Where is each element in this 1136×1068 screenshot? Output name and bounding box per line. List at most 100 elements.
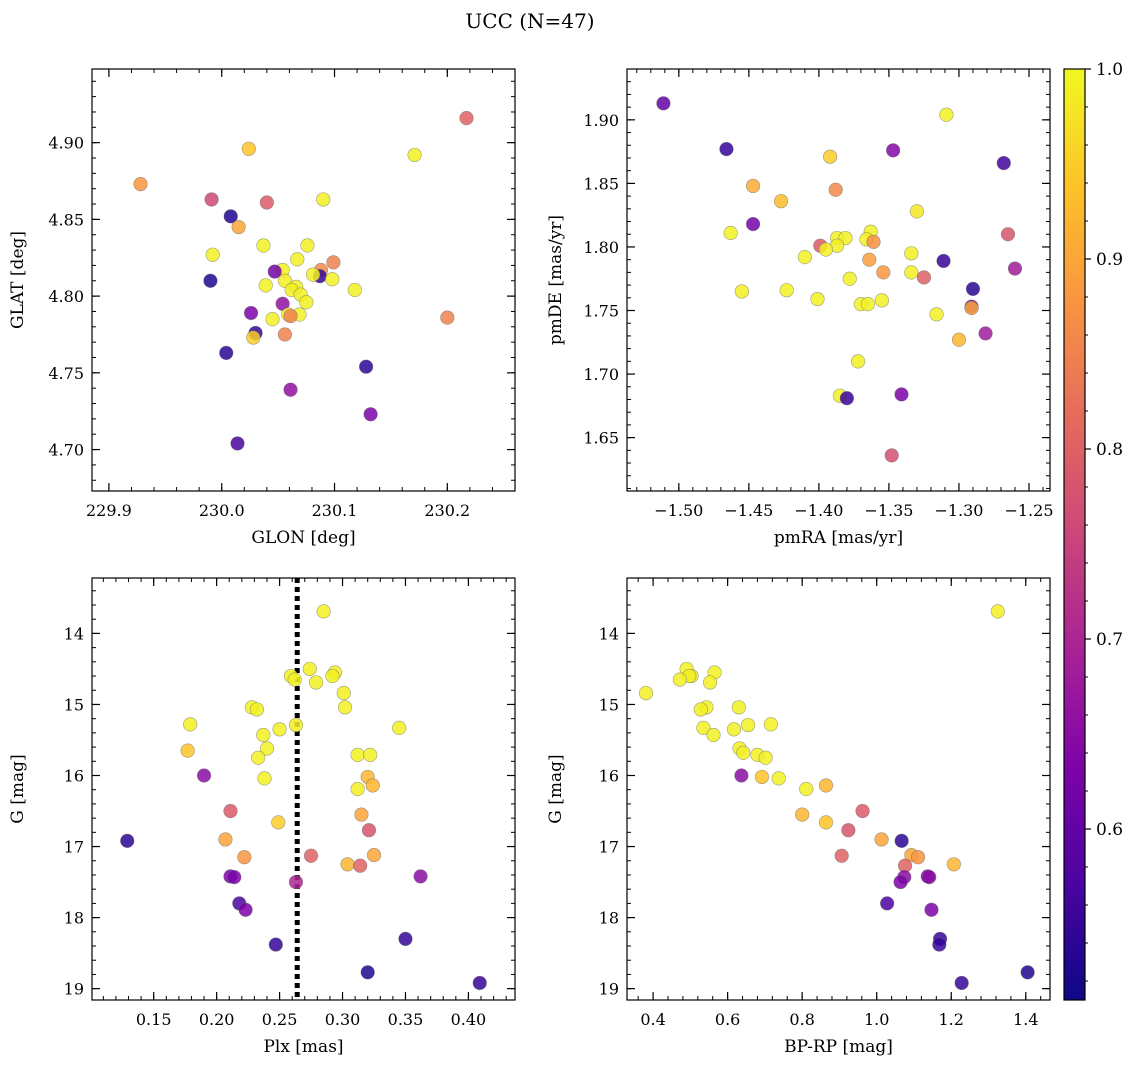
x-axis-label: GLON [deg] <box>251 528 355 548</box>
y-tick-label: 14 <box>64 624 84 643</box>
scatter-point <box>363 407 378 422</box>
y-tick-label: 19 <box>599 980 619 999</box>
scatter-point <box>204 192 219 207</box>
scatter-point <box>205 247 220 262</box>
y-tick-label: 4.70 <box>48 441 84 460</box>
scatter-point <box>862 252 877 267</box>
y-tick-label: 18 <box>64 909 84 928</box>
panel-bprp-g: 0.4 0.6 0.8 1.0 1.2 1.4 14 15 16 17 18 19 BP-RP [mag… <box>546 577 1051 1057</box>
scatter-point <box>257 771 272 786</box>
scatter-point <box>337 700 353 715</box>
minor-ticks <box>627 578 1050 1000</box>
scatter-point <box>886 143 901 158</box>
x-tick-label: 0.40 <box>451 1010 487 1029</box>
scatter-point <box>287 672 302 687</box>
scatter-point <box>754 769 770 785</box>
plot-frame <box>626 577 1051 1001</box>
scatter-point <box>302 661 317 677</box>
scatter-point <box>703 675 718 690</box>
scatter-point <box>353 858 368 873</box>
scatter-point <box>259 195 274 210</box>
scatter-point <box>874 293 890 308</box>
scatter-point <box>241 141 256 156</box>
scatter-point <box>249 702 265 717</box>
scatter-point <box>910 850 926 865</box>
plot-frame <box>91 68 516 492</box>
scatter-point <box>904 246 919 261</box>
colorbar-tick-label: 0.8 <box>1096 440 1123 460</box>
scatter-point <box>638 685 654 701</box>
colorbar-gradient <box>1063 68 1086 1001</box>
scatter-point <box>741 717 756 733</box>
y-axis-label: GLAT [deg] <box>8 231 28 329</box>
scatter-point <box>866 234 881 249</box>
scatter-point <box>472 975 487 991</box>
plot-frame <box>626 68 1051 492</box>
scatter-point <box>855 803 870 819</box>
panel-pmra-pmde: −1.50 −1.45 −1.40 −1.35 −1.30 −1.25 1.65 1.70 1.… <box>546 68 1054 548</box>
scatter-point <box>283 382 298 397</box>
scatter-point <box>316 604 331 619</box>
scatter-point <box>851 354 866 369</box>
scatter-point <box>265 312 280 327</box>
x-tick-label: 1.0 <box>864 1010 889 1029</box>
scatter-point <box>1020 965 1035 980</box>
x-axis-label: BP-RP [mag] <box>784 1037 893 1057</box>
scatter-point <box>884 448 899 463</box>
y-tick-label: 16 <box>599 767 619 786</box>
minor-ticks <box>92 578 515 1000</box>
scatter-point <box>272 722 287 737</box>
scatter-point <box>797 250 812 265</box>
scatter-point <box>180 743 195 758</box>
scatter-point <box>340 857 355 872</box>
scatter-point <box>834 848 849 863</box>
scatter-point <box>954 975 969 991</box>
scatter-point <box>818 778 834 793</box>
minor-ticks <box>92 69 516 491</box>
figure-title: UCC (N=47) <box>465 9 594 33</box>
scatter-point <box>305 267 321 282</box>
y-tick-label: 18 <box>599 909 619 928</box>
scatter-point <box>271 815 286 830</box>
scatter-point <box>259 741 275 756</box>
y-axis-label: G [mag] <box>8 754 28 823</box>
scatter-point <box>904 265 919 280</box>
scatter-point <box>360 965 375 980</box>
scatter-point <box>951 332 967 347</box>
scatter-point <box>706 727 721 743</box>
x-tick-label: −1.45 <box>724 501 773 520</box>
scatter-point <box>267 264 282 279</box>
scatter-point <box>880 896 895 911</box>
y-tick-label: 1.75 <box>583 302 619 321</box>
scatter-point <box>929 307 944 322</box>
y-tick-label: 1.70 <box>583 365 619 384</box>
y-tick-label: 4.85 <box>48 210 84 229</box>
x-axis-label: Plx [mas] <box>263 1037 343 1057</box>
scatter-point <box>283 308 298 324</box>
scatter-point <box>779 283 794 298</box>
scatter-point <box>365 778 380 793</box>
scatter-point <box>325 668 340 684</box>
scatter-point <box>726 722 742 737</box>
scatter-point <box>299 295 314 310</box>
y-tick-label: 15 <box>64 695 84 714</box>
scatter-point <box>326 255 341 270</box>
scatter-point <box>758 750 773 765</box>
y-tick-label: 4.75 <box>48 364 84 383</box>
scatter-point <box>223 803 238 819</box>
x-tick-label: −1.40 <box>794 501 843 520</box>
colorbar-tick-label: 1.0 <box>1096 60 1123 80</box>
scatter-point <box>936 253 951 269</box>
x-tick-label: 0.4 <box>640 1010 665 1029</box>
scatter-point <box>818 815 834 830</box>
scatter-point <box>303 848 319 863</box>
x-tick-label: −1.25 <box>1004 501 1053 520</box>
y-axis-label: pmDE [mas/yr] <box>546 215 566 345</box>
scatter-point <box>230 436 245 451</box>
scatter-point <box>223 209 238 224</box>
scatter-point <box>734 768 749 783</box>
y-tick-label: 17 <box>599 838 619 857</box>
scatter-point <box>300 238 315 253</box>
scatter-point <box>874 832 889 847</box>
